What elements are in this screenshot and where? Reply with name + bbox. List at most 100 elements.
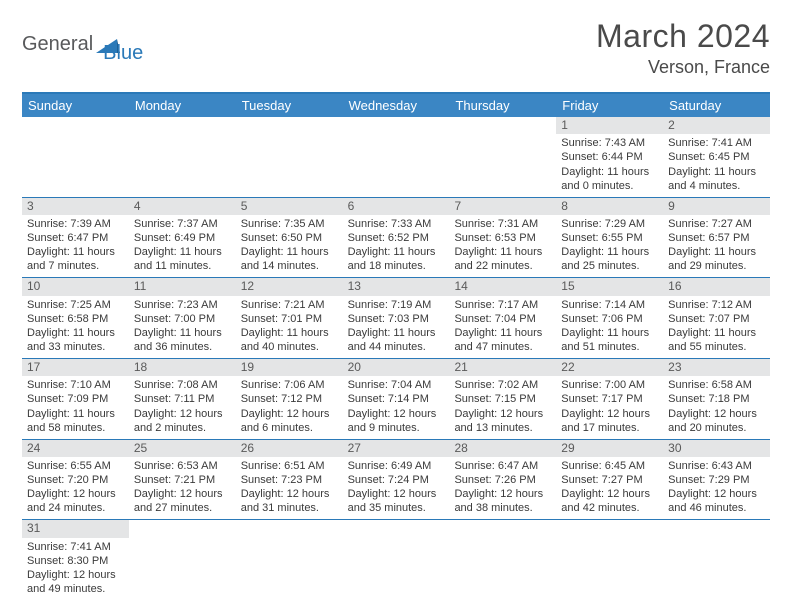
daylight-line-2: and 22 minutes. bbox=[454, 259, 551, 273]
day-number: 3 bbox=[22, 198, 129, 215]
sunset-line: Sunset: 7:18 PM bbox=[668, 392, 765, 406]
day-number: 11 bbox=[129, 278, 236, 295]
day-cell bbox=[556, 520, 663, 600]
daylight-line-1: Daylight: 11 hours bbox=[454, 245, 551, 259]
daylight-line-1: Daylight: 11 hours bbox=[668, 326, 765, 340]
sunset-line: Sunset: 7:27 PM bbox=[561, 473, 658, 487]
daylight-line-2: and 4 minutes. bbox=[668, 179, 765, 193]
daylight-line-1: Daylight: 11 hours bbox=[27, 407, 124, 421]
daylight-line-1: Daylight: 12 hours bbox=[27, 568, 124, 582]
sunrise-line: Sunrise: 7:33 AM bbox=[348, 217, 445, 231]
dow-header-cell: Friday bbox=[556, 94, 663, 117]
sunrise-line: Sunrise: 7:06 AM bbox=[241, 378, 338, 392]
sunset-line: Sunset: 7:15 PM bbox=[454, 392, 551, 406]
daylight-line-2: and 20 minutes. bbox=[668, 421, 765, 435]
daylight-line-2: and 9 minutes. bbox=[348, 421, 445, 435]
dow-header-cell: Monday bbox=[129, 94, 236, 117]
sunset-line: Sunset: 7:14 PM bbox=[348, 392, 445, 406]
daylight-line-2: and 17 minutes. bbox=[561, 421, 658, 435]
day-cell bbox=[449, 117, 556, 197]
sunset-line: Sunset: 7:11 PM bbox=[134, 392, 231, 406]
day-number: 21 bbox=[449, 359, 556, 376]
sunset-line: Sunset: 7:00 PM bbox=[134, 312, 231, 326]
daylight-line-2: and 49 minutes. bbox=[27, 582, 124, 596]
week-row: 24Sunrise: 6:55 AMSunset: 7:20 PMDayligh… bbox=[22, 440, 770, 521]
sunrise-line: Sunrise: 7:14 AM bbox=[561, 298, 658, 312]
day-cell: 29Sunrise: 6:45 AMSunset: 7:27 PMDayligh… bbox=[556, 440, 663, 520]
day-number: 20 bbox=[343, 359, 450, 376]
daylight-line-2: and 14 minutes. bbox=[241, 259, 338, 273]
sunset-line: Sunset: 6:50 PM bbox=[241, 231, 338, 245]
sunrise-line: Sunrise: 7:17 AM bbox=[454, 298, 551, 312]
sunset-line: Sunset: 7:24 PM bbox=[348, 473, 445, 487]
page-title: March 2024 bbox=[596, 18, 770, 55]
sunrise-line: Sunrise: 7:31 AM bbox=[454, 217, 551, 231]
daylight-line-1: Daylight: 11 hours bbox=[668, 165, 765, 179]
brand-logo: General Blue bbox=[22, 24, 143, 65]
day-cell: 27Sunrise: 6:49 AMSunset: 7:24 PMDayligh… bbox=[343, 440, 450, 520]
sunrise-line: Sunrise: 7:39 AM bbox=[27, 217, 124, 231]
sunset-line: Sunset: 6:55 PM bbox=[561, 231, 658, 245]
sunset-line: Sunset: 7:21 PM bbox=[134, 473, 231, 487]
sunset-line: Sunset: 7:03 PM bbox=[348, 312, 445, 326]
day-cell: 28Sunrise: 6:47 AMSunset: 7:26 PMDayligh… bbox=[449, 440, 556, 520]
dow-header-cell: Saturday bbox=[663, 94, 770, 117]
day-number: 26 bbox=[236, 440, 343, 457]
day-cell bbox=[449, 520, 556, 600]
sunset-line: Sunset: 7:29 PM bbox=[668, 473, 765, 487]
day-number: 23 bbox=[663, 359, 770, 376]
sunset-line: Sunset: 6:49 PM bbox=[134, 231, 231, 245]
day-cell bbox=[343, 117, 450, 197]
daylight-line-1: Daylight: 12 hours bbox=[454, 407, 551, 421]
day-number: 10 bbox=[22, 278, 129, 295]
sunrise-line: Sunrise: 7:21 AM bbox=[241, 298, 338, 312]
sunrise-line: Sunrise: 7:29 AM bbox=[561, 217, 658, 231]
daylight-line-2: and 33 minutes. bbox=[27, 340, 124, 354]
daylight-line-1: Daylight: 12 hours bbox=[561, 407, 658, 421]
sunset-line: Sunset: 6:57 PM bbox=[668, 231, 765, 245]
daylight-line-2: and 51 minutes. bbox=[561, 340, 658, 354]
daylight-line-1: Daylight: 12 hours bbox=[561, 487, 658, 501]
sunrise-line: Sunrise: 7:27 AM bbox=[668, 217, 765, 231]
sunrise-line: Sunrise: 7:10 AM bbox=[27, 378, 124, 392]
dow-header-row: SundayMondayTuesdayWednesdayThursdayFrid… bbox=[22, 94, 770, 117]
sunset-line: Sunset: 7:09 PM bbox=[27, 392, 124, 406]
week-row: 3 Sunrise: 7:39 AMSunset: 6:47 PM Daylight… bbox=[22, 198, 770, 279]
day-number: 27 bbox=[343, 440, 450, 457]
daylight-line-2: and 7 minutes. bbox=[27, 259, 124, 273]
brand-text-2: Blue bbox=[103, 42, 143, 65]
daylight-line-1: Daylight: 12 hours bbox=[134, 407, 231, 421]
day-number: 17 bbox=[22, 359, 129, 376]
sunset-line: Sunset: 7:12 PM bbox=[241, 392, 338, 406]
daylight-line-2: and 6 minutes. bbox=[241, 421, 338, 435]
day-number: 29 bbox=[556, 440, 663, 457]
daylight-line-1: Daylight: 11 hours bbox=[561, 245, 658, 259]
day-number: 24 bbox=[22, 440, 129, 457]
sunrise-line: Sunrise: 7:41 AM bbox=[27, 540, 124, 554]
sunset-line: Sunset: 6:44 PM bbox=[561, 150, 658, 164]
daylight-line-2: and 31 minutes. bbox=[241, 501, 338, 515]
day-cell bbox=[236, 520, 343, 600]
daylight-line-2: and 2 minutes. bbox=[134, 421, 231, 435]
week-row: 10Sunrise: 7:25 AMSunset: 6:58 PMDayligh… bbox=[22, 278, 770, 359]
sunset-line: Sunset: 6:47 PM bbox=[27, 231, 124, 245]
sunset-line: Sunset: 6:53 PM bbox=[454, 231, 551, 245]
day-number: 19 bbox=[236, 359, 343, 376]
daylight-line-1: Daylight: 12 hours bbox=[348, 487, 445, 501]
brand-text-1: General bbox=[22, 33, 93, 56]
sunrise-line: Sunrise: 7:19 AM bbox=[348, 298, 445, 312]
daylight-line-1: Daylight: 12 hours bbox=[348, 407, 445, 421]
daylight-line-1: Daylight: 11 hours bbox=[348, 245, 445, 259]
daylight-line-1: Daylight: 12 hours bbox=[241, 407, 338, 421]
day-number: 31 bbox=[22, 520, 129, 537]
daylight-line-1: Daylight: 11 hours bbox=[241, 326, 338, 340]
daylight-line-2: and 35 minutes. bbox=[348, 501, 445, 515]
daylight-line-1: Daylight: 11 hours bbox=[27, 326, 124, 340]
sunrise-line: Sunrise: 7:23 AM bbox=[134, 298, 231, 312]
sunrise-line: Sunrise: 6:47 AM bbox=[454, 459, 551, 473]
sunset-line: Sunset: 6:52 PM bbox=[348, 231, 445, 245]
daylight-line-2: and 29 minutes. bbox=[668, 259, 765, 273]
day-number: 6 bbox=[343, 198, 450, 215]
day-number: 8 bbox=[556, 198, 663, 215]
day-cell: 2Sunrise: 7:41 AMSunset: 6:45 PMDaylight… bbox=[663, 117, 770, 197]
